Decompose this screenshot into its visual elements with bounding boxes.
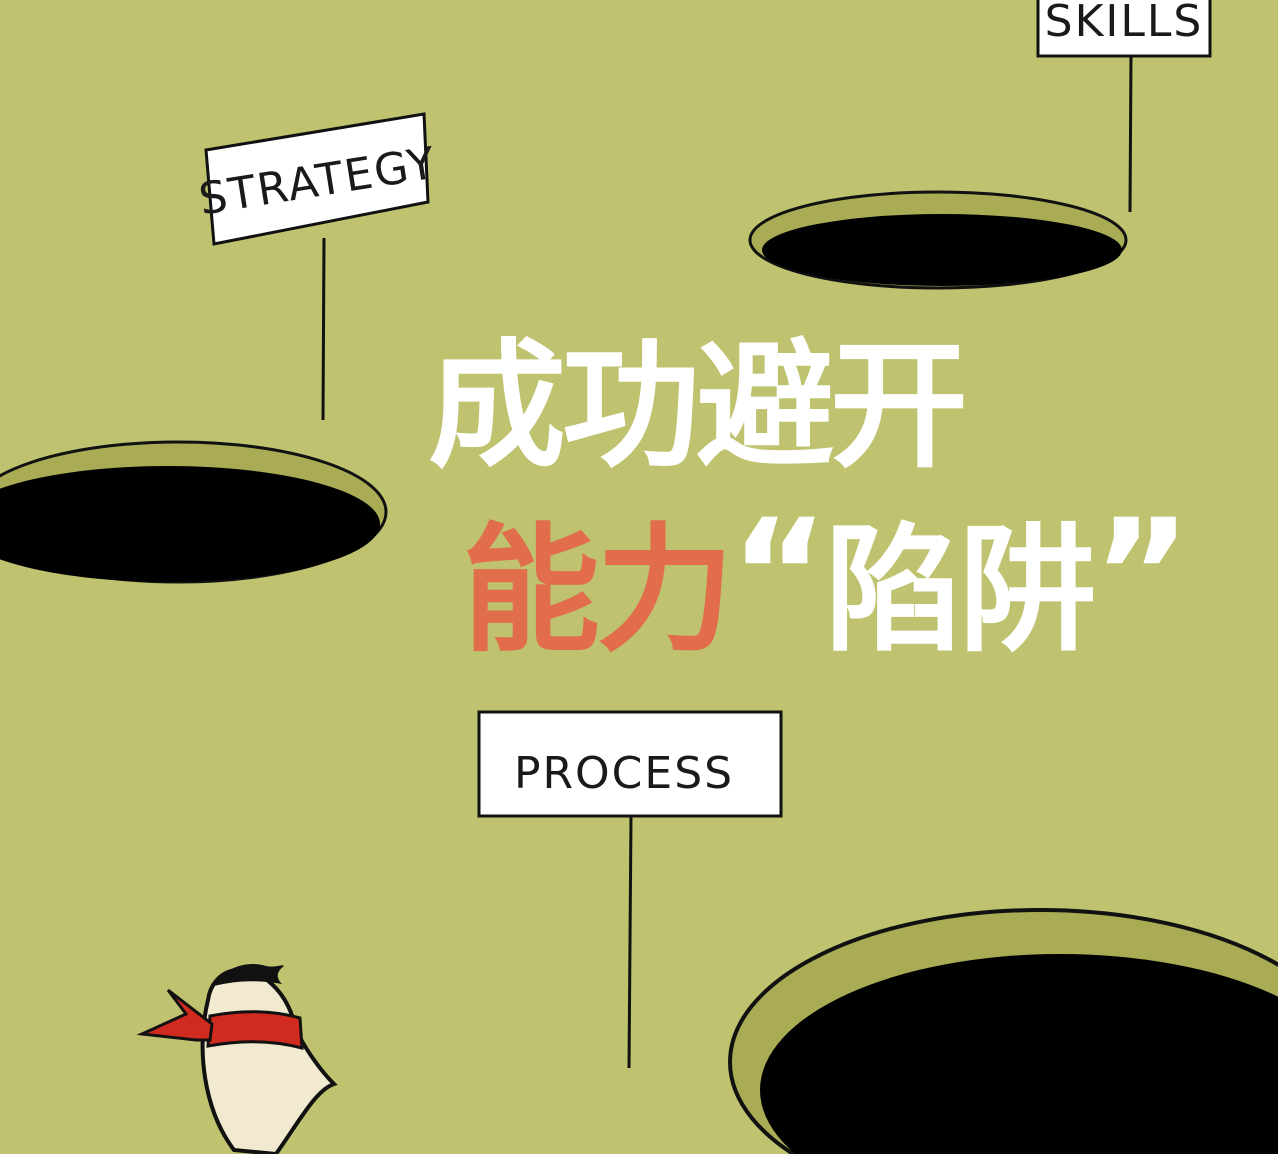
headline-line-1: 成功避开 bbox=[428, 326, 968, 487]
headline-main-text: 陷阱 bbox=[824, 510, 1097, 671]
process-sign: PROCESS bbox=[477, 710, 783, 1069]
strategy-sign: STRATEGY bbox=[196, 112, 440, 421]
process-sign-label: PROCESS bbox=[514, 748, 734, 799]
skills-sign-label: SKILLS bbox=[1045, 0, 1204, 47]
close-quote: ” bbox=[1092, 488, 1192, 662]
blindfolded-figure-icon bbox=[136, 964, 338, 1154]
headline-accent-text: 能力 bbox=[462, 510, 734, 671]
skills-hole bbox=[748, 190, 1128, 290]
headline-line-2: 能力“陷阱” bbox=[462, 500, 1191, 660]
strategy-hole bbox=[0, 440, 388, 584]
skills-sign: SKILLS bbox=[1036, 0, 1212, 213]
open-quote: “ bbox=[730, 488, 829, 662]
process-hole bbox=[728, 908, 1278, 1154]
